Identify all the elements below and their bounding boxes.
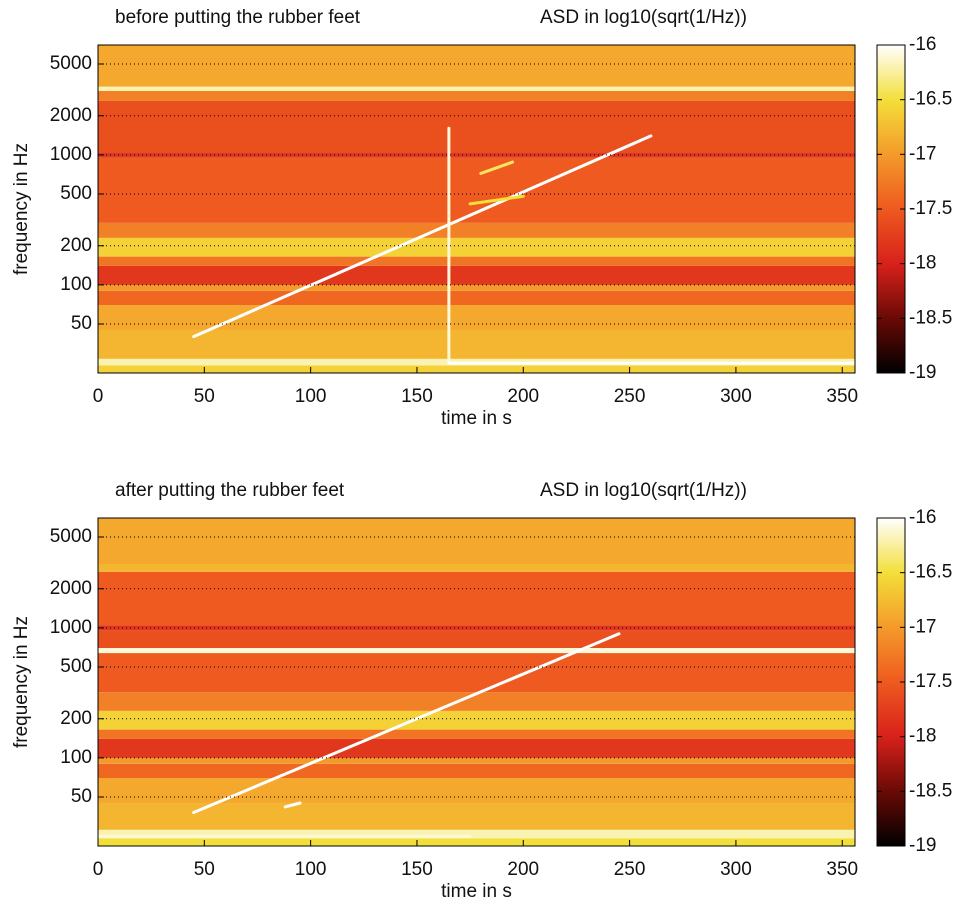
band: [98, 305, 855, 330]
y-tick-label: 200: [60, 708, 92, 729]
y-tick-label: 2000: [50, 578, 92, 599]
feature-line: [192, 632, 621, 814]
y-tick-label: 50: [71, 786, 92, 807]
colorbar-tick-label: -18: [909, 726, 936, 747]
band: [98, 648, 855, 654]
feature-line: [283, 801, 302, 809]
x-tick-label: 200: [507, 859, 539, 880]
y-tick-label: 500: [60, 656, 92, 677]
band: [98, 152, 855, 158]
band: [98, 829, 855, 839]
feature-line: [479, 160, 515, 175]
x-tick-label: 150: [401, 859, 433, 880]
x-tick-label: 300: [720, 859, 752, 880]
band: [98, 237, 855, 257]
x-tick-label: 0: [93, 859, 104, 880]
band: [98, 653, 855, 693]
band: [98, 290, 855, 306]
colorbar-tick-label: -16: [909, 507, 936, 528]
y-tick-label: 500: [60, 183, 92, 204]
band: [98, 45, 855, 87]
y-tick-label: 100: [60, 274, 92, 295]
band: [98, 100, 855, 153]
band: [98, 90, 855, 101]
band: [98, 763, 855, 779]
band: [98, 710, 855, 730]
band: [98, 571, 855, 626]
band: [98, 256, 855, 266]
y-tick-label: 5000: [50, 526, 92, 547]
band: [98, 738, 855, 758]
band: [98, 729, 855, 739]
x-axis-label: time in s: [441, 881, 512, 902]
band: [98, 802, 855, 830]
y-axis-label: frequency in Hz: [11, 143, 32, 275]
colorbar-label: ASD in log10(sqrt(1/Hz)): [540, 7, 747, 28]
colorbar-tick-label: -17.5: [909, 198, 952, 219]
band: [98, 625, 855, 631]
x-tick-label: 0: [93, 386, 104, 407]
colorbar-tick-label: -17: [909, 616, 936, 637]
colorbar-tick-label: -16.5: [909, 89, 952, 110]
x-tick-label: 200: [507, 386, 539, 407]
plot-area: [98, 45, 855, 373]
x-tick-label: 250: [614, 859, 646, 880]
colorbar-tick-label: -17: [909, 143, 936, 164]
chart-title: before putting the rubber feet: [115, 7, 361, 28]
y-tick-label: 100: [60, 747, 92, 768]
band: [98, 563, 855, 572]
x-tick-label: 100: [295, 859, 327, 880]
y-tick-label: 200: [60, 235, 92, 256]
y-axis-label: frequency in Hz: [11, 616, 32, 748]
colorbar-label: ASD in log10(sqrt(1/Hz)): [540, 480, 747, 501]
colorbar-tick-label: -16: [909, 34, 936, 55]
band: [98, 518, 855, 564]
band: [98, 838, 855, 846]
x-axis-label: time in s: [441, 408, 512, 429]
band: [98, 265, 855, 285]
y-tick-label: 1000: [50, 144, 92, 165]
colorbar-tick-label: -18: [909, 253, 936, 274]
colorbar-tick-label: -17.5: [909, 671, 952, 692]
colorbar-tick-label: -18.5: [909, 307, 952, 328]
x-tick-label: 100: [295, 386, 327, 407]
y-tick-label: 1000: [50, 617, 92, 638]
x-tick-label: 250: [614, 386, 646, 407]
plot-frame: [97, 517, 856, 847]
plot-area: [98, 518, 855, 846]
colorbar-tick-label: -16.5: [909, 562, 952, 583]
spectrogram-chart: 50 100 200 500 1000 2000 5000 0 50 100 150 200 250 30…: [11, 7, 952, 429]
plot-frame: [97, 44, 856, 374]
x-tick-label: 300: [720, 386, 752, 407]
y-tick-label: 5000: [50, 53, 92, 74]
colorbar-tick-label: -19: [909, 362, 936, 383]
y-tick-label: 50: [71, 313, 92, 334]
band: [98, 329, 855, 359]
band: [98, 757, 855, 764]
x-tick-label: 350: [826, 386, 858, 407]
band: [98, 86, 855, 91]
band: [98, 630, 855, 649]
chart-title: after putting the rubber feet: [115, 480, 345, 501]
y-tick-label: 2000: [50, 105, 92, 126]
x-tick-label: 350: [826, 859, 858, 880]
x-tick-label: 50: [194, 386, 215, 407]
feature-line: [468, 194, 525, 206]
colorbar-tick-label: -18.5: [909, 780, 952, 801]
band: [98, 692, 855, 711]
band: [98, 778, 855, 803]
feature-line: [192, 134, 653, 339]
band: [98, 284, 855, 291]
colorbar-tick-label: -19: [909, 835, 936, 856]
band: [98, 365, 855, 373]
x-tick-label: 150: [401, 386, 433, 407]
band: [98, 222, 855, 238]
spectrogram-chart: 50 100 200 500 1000 2000 5000 0 50 100 150 200 250 30…: [11, 480, 952, 902]
x-tick-label: 50: [194, 859, 215, 880]
